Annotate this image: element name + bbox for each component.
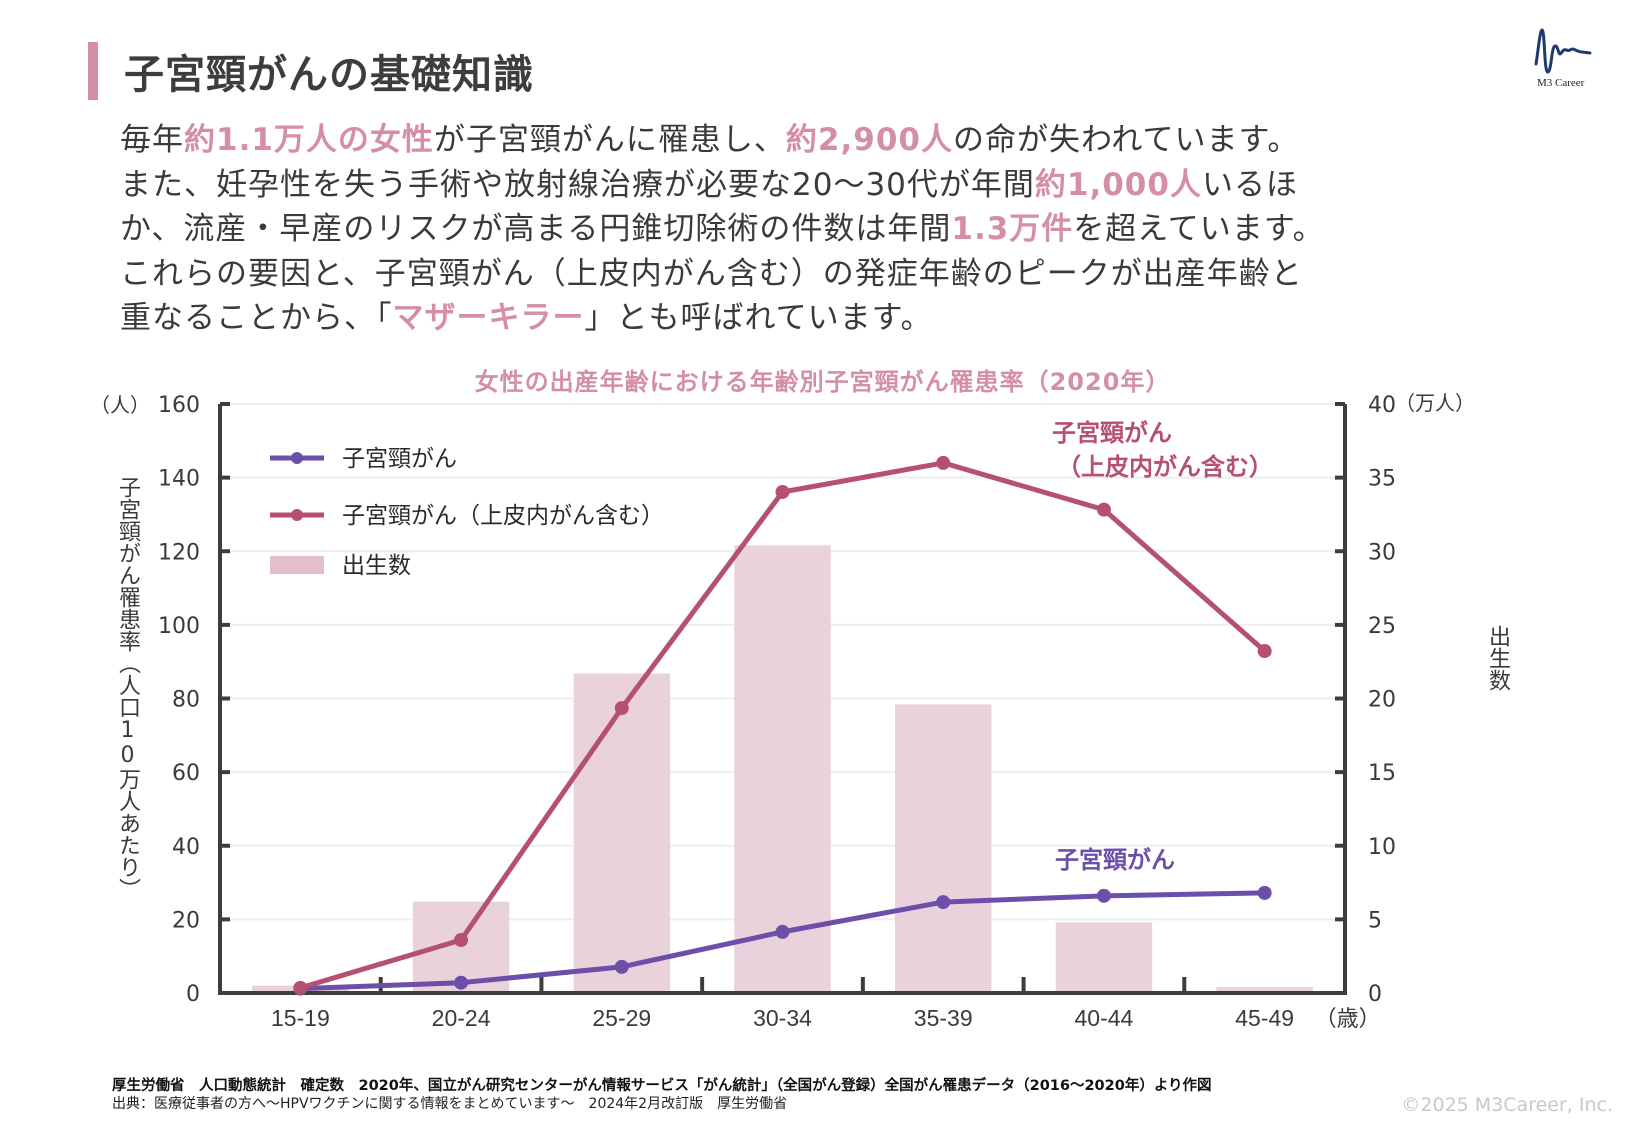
y-right-tick-label: 30 — [1368, 540, 1396, 565]
y-left-tick-label: 60 — [172, 761, 200, 786]
y-right-tick-label: 25 — [1368, 614, 1396, 639]
y-right-tick-label: 0 — [1368, 982, 1382, 1007]
body-text-segment: これらの要因と、子宮頸がん（上皮内がん含む）の発症年齢のピークが出産年齢と — [120, 255, 1303, 292]
source-line-2: 出典：医療従事者の方へ～HPVワクチンに関する情報をまとめています～ 2024年… — [112, 1096, 788, 1112]
chart-title: 女性の出産年齢における年齢別子宮頸がん罹患率（2020年） — [474, 368, 1171, 396]
y-left-tick-label: 140 — [158, 467, 200, 492]
copyright: ©2025 M3Career, Inc. — [1401, 1094, 1613, 1116]
y-left-tick-label: 160 — [158, 393, 200, 418]
y-left-tick-label: 120 — [158, 540, 200, 565]
body-text-segment: の命が失われています。 — [952, 122, 1300, 158]
annotation-cervical-cancer: 子宮頸がん — [1055, 846, 1175, 874]
point-cervical-cancer — [454, 975, 469, 990]
body-text-segment: か、流産・早産のリスクが高まる円錐切除術の件数は年間 — [120, 211, 952, 247]
body-text-segment: いるほ — [1201, 166, 1298, 203]
highlight-text: 約1,000人 — [1034, 166, 1202, 203]
y-axis-right-label: 出生数 — [1485, 625, 1510, 691]
bar-births — [895, 704, 992, 993]
point-cervical-cancer-incl-in-situ — [454, 932, 469, 947]
bar-births — [734, 545, 831, 993]
logo-text: M3 Career — [1537, 77, 1585, 89]
bar-births — [1216, 987, 1313, 993]
x-tick-label: 35-39 — [914, 1005, 973, 1031]
y-left-tick-label: 80 — [172, 688, 200, 713]
legend-marker-cervical-cancer — [291, 452, 303, 464]
bar-births — [1055, 922, 1153, 993]
y-left-unit: （人） — [90, 393, 150, 417]
point-cervical-cancer — [936, 895, 951, 910]
point-cervical-cancer-incl-in-situ — [775, 484, 790, 499]
point-cervical-cancer-incl-in-situ — [936, 455, 951, 470]
annotation-incl-in-situ-line2: （上皮内がん含む） — [1057, 453, 1273, 481]
y-axis-left-label: 子宮頸がん罹患率（人口10万人あたり） — [115, 476, 140, 900]
highlight-text: マザーキラー — [392, 300, 585, 336]
x-tick-label: 30-34 — [753, 1005, 812, 1031]
x-tick-label: 20-24 — [432, 1005, 491, 1031]
body-text-segment: を超えています。 — [1073, 211, 1325, 247]
y-right-tick-label: 20 — [1368, 688, 1396, 713]
highlight-text: 約2,900人 — [785, 122, 953, 158]
y-right-tick-label: 40 — [1368, 393, 1396, 418]
point-cervical-cancer-incl-in-situ — [614, 701, 629, 716]
y-right-unit: （万人） — [1395, 391, 1475, 415]
y-left-tick-label: 0 — [186, 982, 200, 1007]
y-right-tick-label: 15 — [1368, 761, 1396, 786]
point-cervical-cancer-incl-in-situ — [1257, 644, 1272, 659]
y-right-tick-label: 35 — [1368, 467, 1396, 492]
y-left-tick-label: 20 — [172, 908, 200, 933]
x-tick-label: 25-29 — [592, 1005, 651, 1031]
legend-swatch-births — [270, 556, 324, 574]
legend-label-cervical-cancer: 子宮頸がん — [342, 446, 457, 472]
x-tick-label: 15-19 — [271, 1005, 330, 1031]
m3career-logo-icon — [1534, 28, 1592, 74]
body-text-segment: 重なることから、「 — [120, 300, 393, 336]
source-line-1: 厚生労働省 人口動態統計 確定数 2020年、国立がん研究センターがん情報サービ… — [112, 1078, 1212, 1094]
body-text-segment: 」とも呼ばれています。 — [584, 300, 933, 336]
point-cervical-cancer — [1257, 885, 1272, 900]
point-cervical-cancer — [775, 924, 790, 939]
y-left-tick-label: 100 — [158, 614, 200, 639]
bar-births — [573, 673, 670, 993]
point-cervical-cancer — [614, 959, 629, 974]
y-left-tick-label: 40 — [172, 835, 200, 860]
body-text-segment: また、妊孕性を失う手術や放射線治療が必要な20～30代が年間 — [120, 166, 1035, 203]
highlight-text: 1.3万件 — [951, 211, 1074, 247]
body-text-segment: 毎年 — [120, 122, 184, 158]
highlight-text: 約1.1万人の女性 — [184, 122, 434, 158]
y-right-tick-label: 5 — [1368, 908, 1382, 933]
body-text-segment: が子宮頸がんに罹患し、 — [433, 122, 786, 158]
legend-label-incl-in-situ: 子宮頸がん（上皮内がん含む） — [342, 503, 664, 529]
x-axis-unit: （歳） — [1315, 1007, 1381, 1032]
point-cervical-cancer — [1096, 888, 1111, 903]
x-tick-label: 45-49 — [1235, 1005, 1294, 1031]
point-cervical-cancer-incl-in-situ — [293, 980, 308, 995]
annotation-incl-in-situ-line1: 子宮頸がん — [1052, 419, 1172, 447]
legend-label-births: 出生数 — [342, 553, 411, 579]
title-accent-bar — [88, 42, 98, 100]
page-title: 子宮頸がんの基礎知識 — [124, 52, 534, 98]
legend-marker-incl-in-situ — [291, 509, 303, 521]
y-right-tick-label: 10 — [1368, 835, 1396, 860]
intro-paragraph: 毎年約1.1万人の女性が子宮頸がんに罹患し、約2,900人の命が失われています。… — [120, 118, 1540, 341]
point-cervical-cancer-incl-in-situ — [1096, 502, 1111, 517]
x-tick-label: 40-44 — [1075, 1005, 1134, 1031]
